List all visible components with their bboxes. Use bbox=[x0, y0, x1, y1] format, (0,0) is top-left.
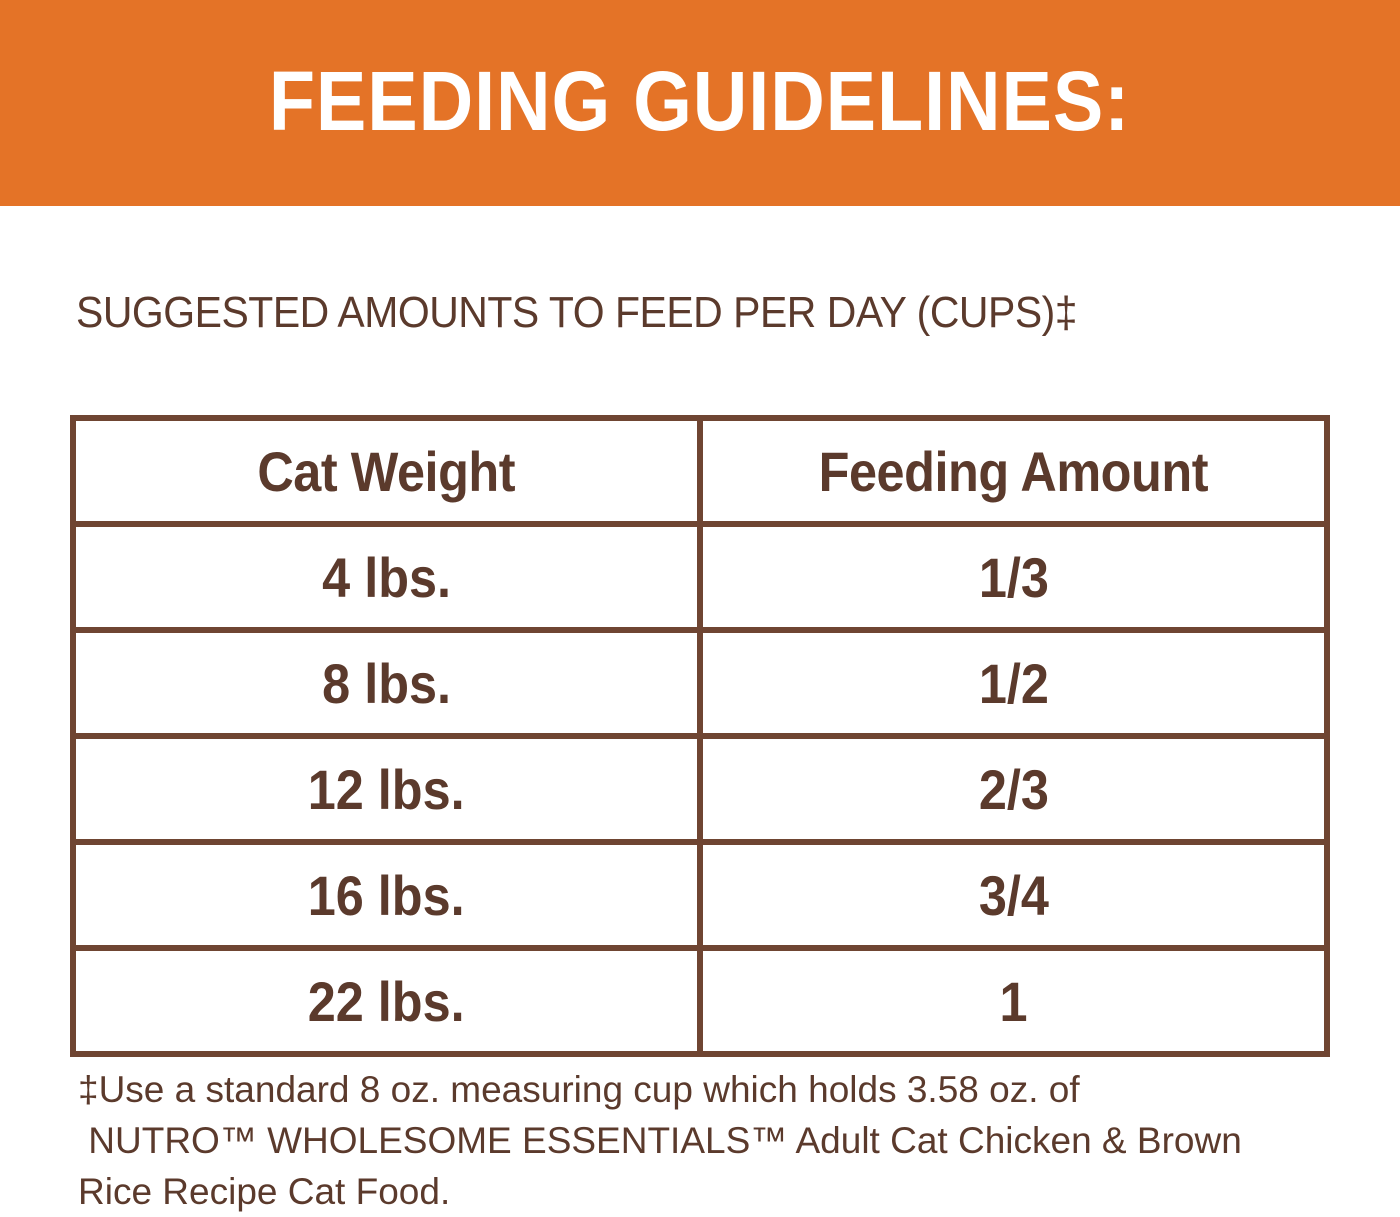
feeding-amount-cell: 3/4 bbox=[697, 839, 1330, 951]
table-header-row: Cat Weight Feeding Amount bbox=[70, 415, 1330, 527]
footnote-line: ‡Use a standard 8 oz. measuring cup whic… bbox=[78, 1069, 1080, 1110]
footnote-line: NUTRO™ WHOLESOME ESSENTIALS™ Adult Cat C… bbox=[78, 1120, 1242, 1161]
table-row: 22 lbs. 1 bbox=[70, 945, 1330, 1057]
cat-weight-cell: 8 lbs. bbox=[70, 627, 703, 739]
feeding-amount-cell: 1 bbox=[697, 945, 1330, 1057]
cell-value: 2/3 bbox=[978, 757, 1049, 821]
footnote-line: Rice Recipe Cat Food. bbox=[78, 1171, 451, 1212]
feeding-amount-cell: 1/3 bbox=[697, 521, 1330, 633]
feeding-table: Cat Weight Feeding Amount 4 lbs. 1/3 8 l… bbox=[70, 415, 1330, 1057]
column-header-feeding-amount: Feeding Amount bbox=[697, 415, 1330, 527]
table-row: 12 lbs. 2/3 bbox=[70, 733, 1330, 845]
cat-weight-cell: 12 lbs. bbox=[70, 733, 703, 845]
cell-value: 4 lbs. bbox=[322, 545, 451, 609]
page-title: FEEDING GUIDELINES: bbox=[269, 53, 1131, 148]
cell-value: 3/4 bbox=[978, 863, 1049, 927]
cat-weight-cell: 22 lbs. bbox=[70, 945, 703, 1057]
column-header-label: Cat Weight bbox=[257, 439, 516, 503]
table-row: 8 lbs. 1/2 bbox=[70, 627, 1330, 739]
feeding-amount-cell: 2/3 bbox=[697, 733, 1330, 845]
cell-value: 16 lbs. bbox=[308, 863, 465, 927]
cell-value: 12 lbs. bbox=[308, 757, 465, 821]
cell-value: 1/2 bbox=[978, 651, 1049, 715]
header-banner: FEEDING GUIDELINES: bbox=[0, 0, 1400, 206]
cat-weight-cell: 16 lbs. bbox=[70, 839, 703, 951]
table-row: 16 lbs. 3/4 bbox=[70, 839, 1330, 951]
feeding-amount-cell: 1/2 bbox=[697, 627, 1330, 739]
column-header-cat-weight: Cat Weight bbox=[70, 415, 703, 527]
cell-value: 1 bbox=[999, 969, 1028, 1033]
table-subtitle: SUGGESTED AMOUNTS TO FEED PER DAY (CUPS)… bbox=[76, 288, 1078, 337]
cell-value: 1/3 bbox=[978, 545, 1049, 609]
cell-value: 8 lbs. bbox=[322, 651, 451, 715]
footnote: ‡Use a standard 8 oz. measuring cup whic… bbox=[78, 1064, 1338, 1217]
column-header-label: Feeding Amount bbox=[818, 439, 1209, 503]
table-row: 4 lbs. 1/3 bbox=[70, 521, 1330, 633]
cell-value: 22 lbs. bbox=[308, 969, 465, 1033]
cat-weight-cell: 4 lbs. bbox=[70, 521, 703, 633]
feeding-table-container: Cat Weight Feeding Amount 4 lbs. 1/3 8 l… bbox=[70, 415, 1330, 1057]
